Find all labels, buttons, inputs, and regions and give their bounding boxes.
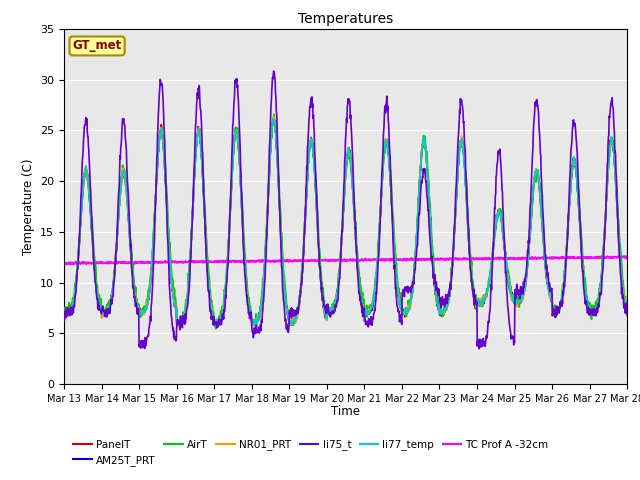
Text: GT_met: GT_met [72, 39, 122, 52]
Y-axis label: Temperature (C): Temperature (C) [22, 158, 35, 255]
Legend: PanelT, AM25T_PRT, AirT, NR01_PRT, li75_t, li77_temp, TC Prof A -32cm: PanelT, AM25T_PRT, AirT, NR01_PRT, li75_… [69, 435, 553, 470]
X-axis label: Time: Time [331, 405, 360, 418]
Title: Temperatures: Temperatures [298, 12, 393, 26]
